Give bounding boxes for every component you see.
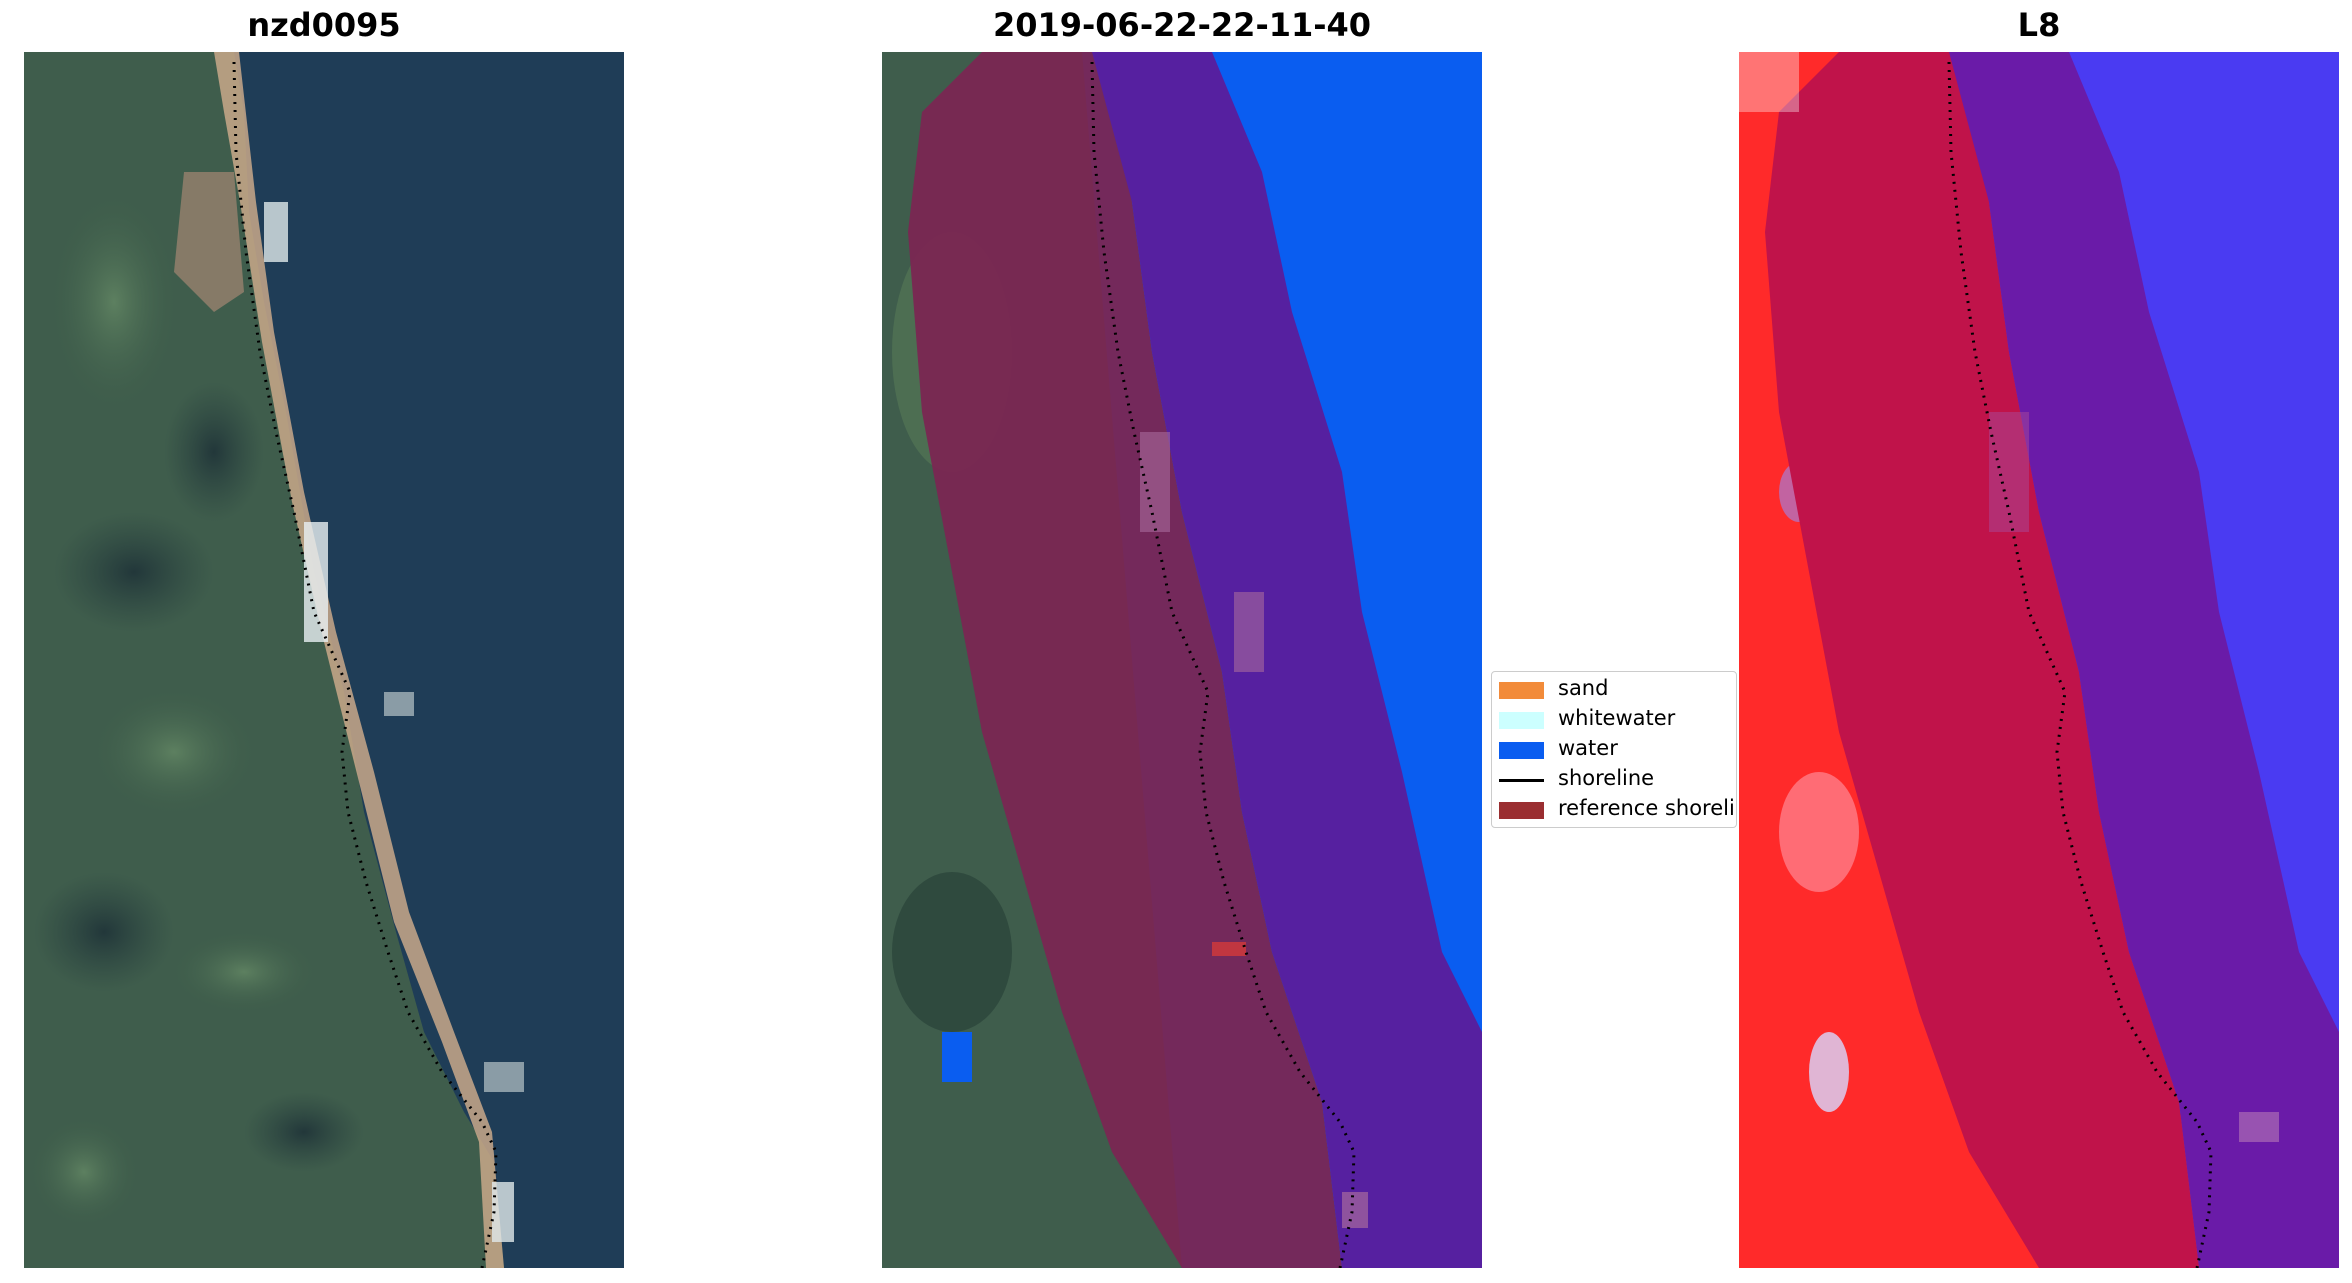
legend-item-whitewater: whitewater bbox=[1492, 704, 1736, 734]
legend-label: reference shoreline bbox=[1558, 796, 1736, 820]
index-buffer-sea bbox=[1949, 52, 2339, 1268]
legend-label: water bbox=[1558, 736, 1618, 760]
buffer-sea bbox=[1092, 52, 1482, 1268]
shoreline bbox=[1090, 61, 1356, 1268]
panel-title-image: nzd0095 bbox=[247, 6, 401, 44]
classification-panel bbox=[882, 52, 1482, 1268]
rgb-image bbox=[24, 52, 624, 1268]
panel-title-index: L8 bbox=[2017, 6, 2061, 44]
legend-label: whitewater bbox=[1558, 706, 1676, 730]
panel-title-classification: 2019-06-22-22-11-40 bbox=[992, 6, 1372, 44]
shoreline-swatch bbox=[1499, 779, 1544, 782]
legend-item-sand: sand bbox=[1492, 674, 1736, 704]
classification-image bbox=[882, 52, 1482, 1268]
whitewater-swatch bbox=[1499, 712, 1544, 729]
shoreline bbox=[232, 61, 498, 1268]
legend-label: sand bbox=[1558, 676, 1609, 700]
index-panel bbox=[1739, 52, 2339, 1268]
legend: sand whitewater water shoreline referenc… bbox=[1491, 671, 1737, 828]
index-buffer-land bbox=[1765, 52, 2199, 1268]
legend-item-shoreline: shoreline bbox=[1492, 764, 1736, 794]
rgb-image-panel bbox=[24, 52, 624, 1268]
sand-swatch bbox=[1499, 682, 1544, 699]
water-swatch bbox=[1499, 742, 1544, 759]
index-image bbox=[1739, 52, 2339, 1268]
reference-shoreline-swatch bbox=[1499, 802, 1544, 819]
buffer-land bbox=[908, 52, 1342, 1268]
legend-item-reference-shoreline: reference shoreline bbox=[1492, 794, 1736, 824]
legend-label: shoreline bbox=[1558, 766, 1655, 790]
shoreline bbox=[1947, 61, 2213, 1268]
legend-item-water: water bbox=[1492, 734, 1736, 764]
